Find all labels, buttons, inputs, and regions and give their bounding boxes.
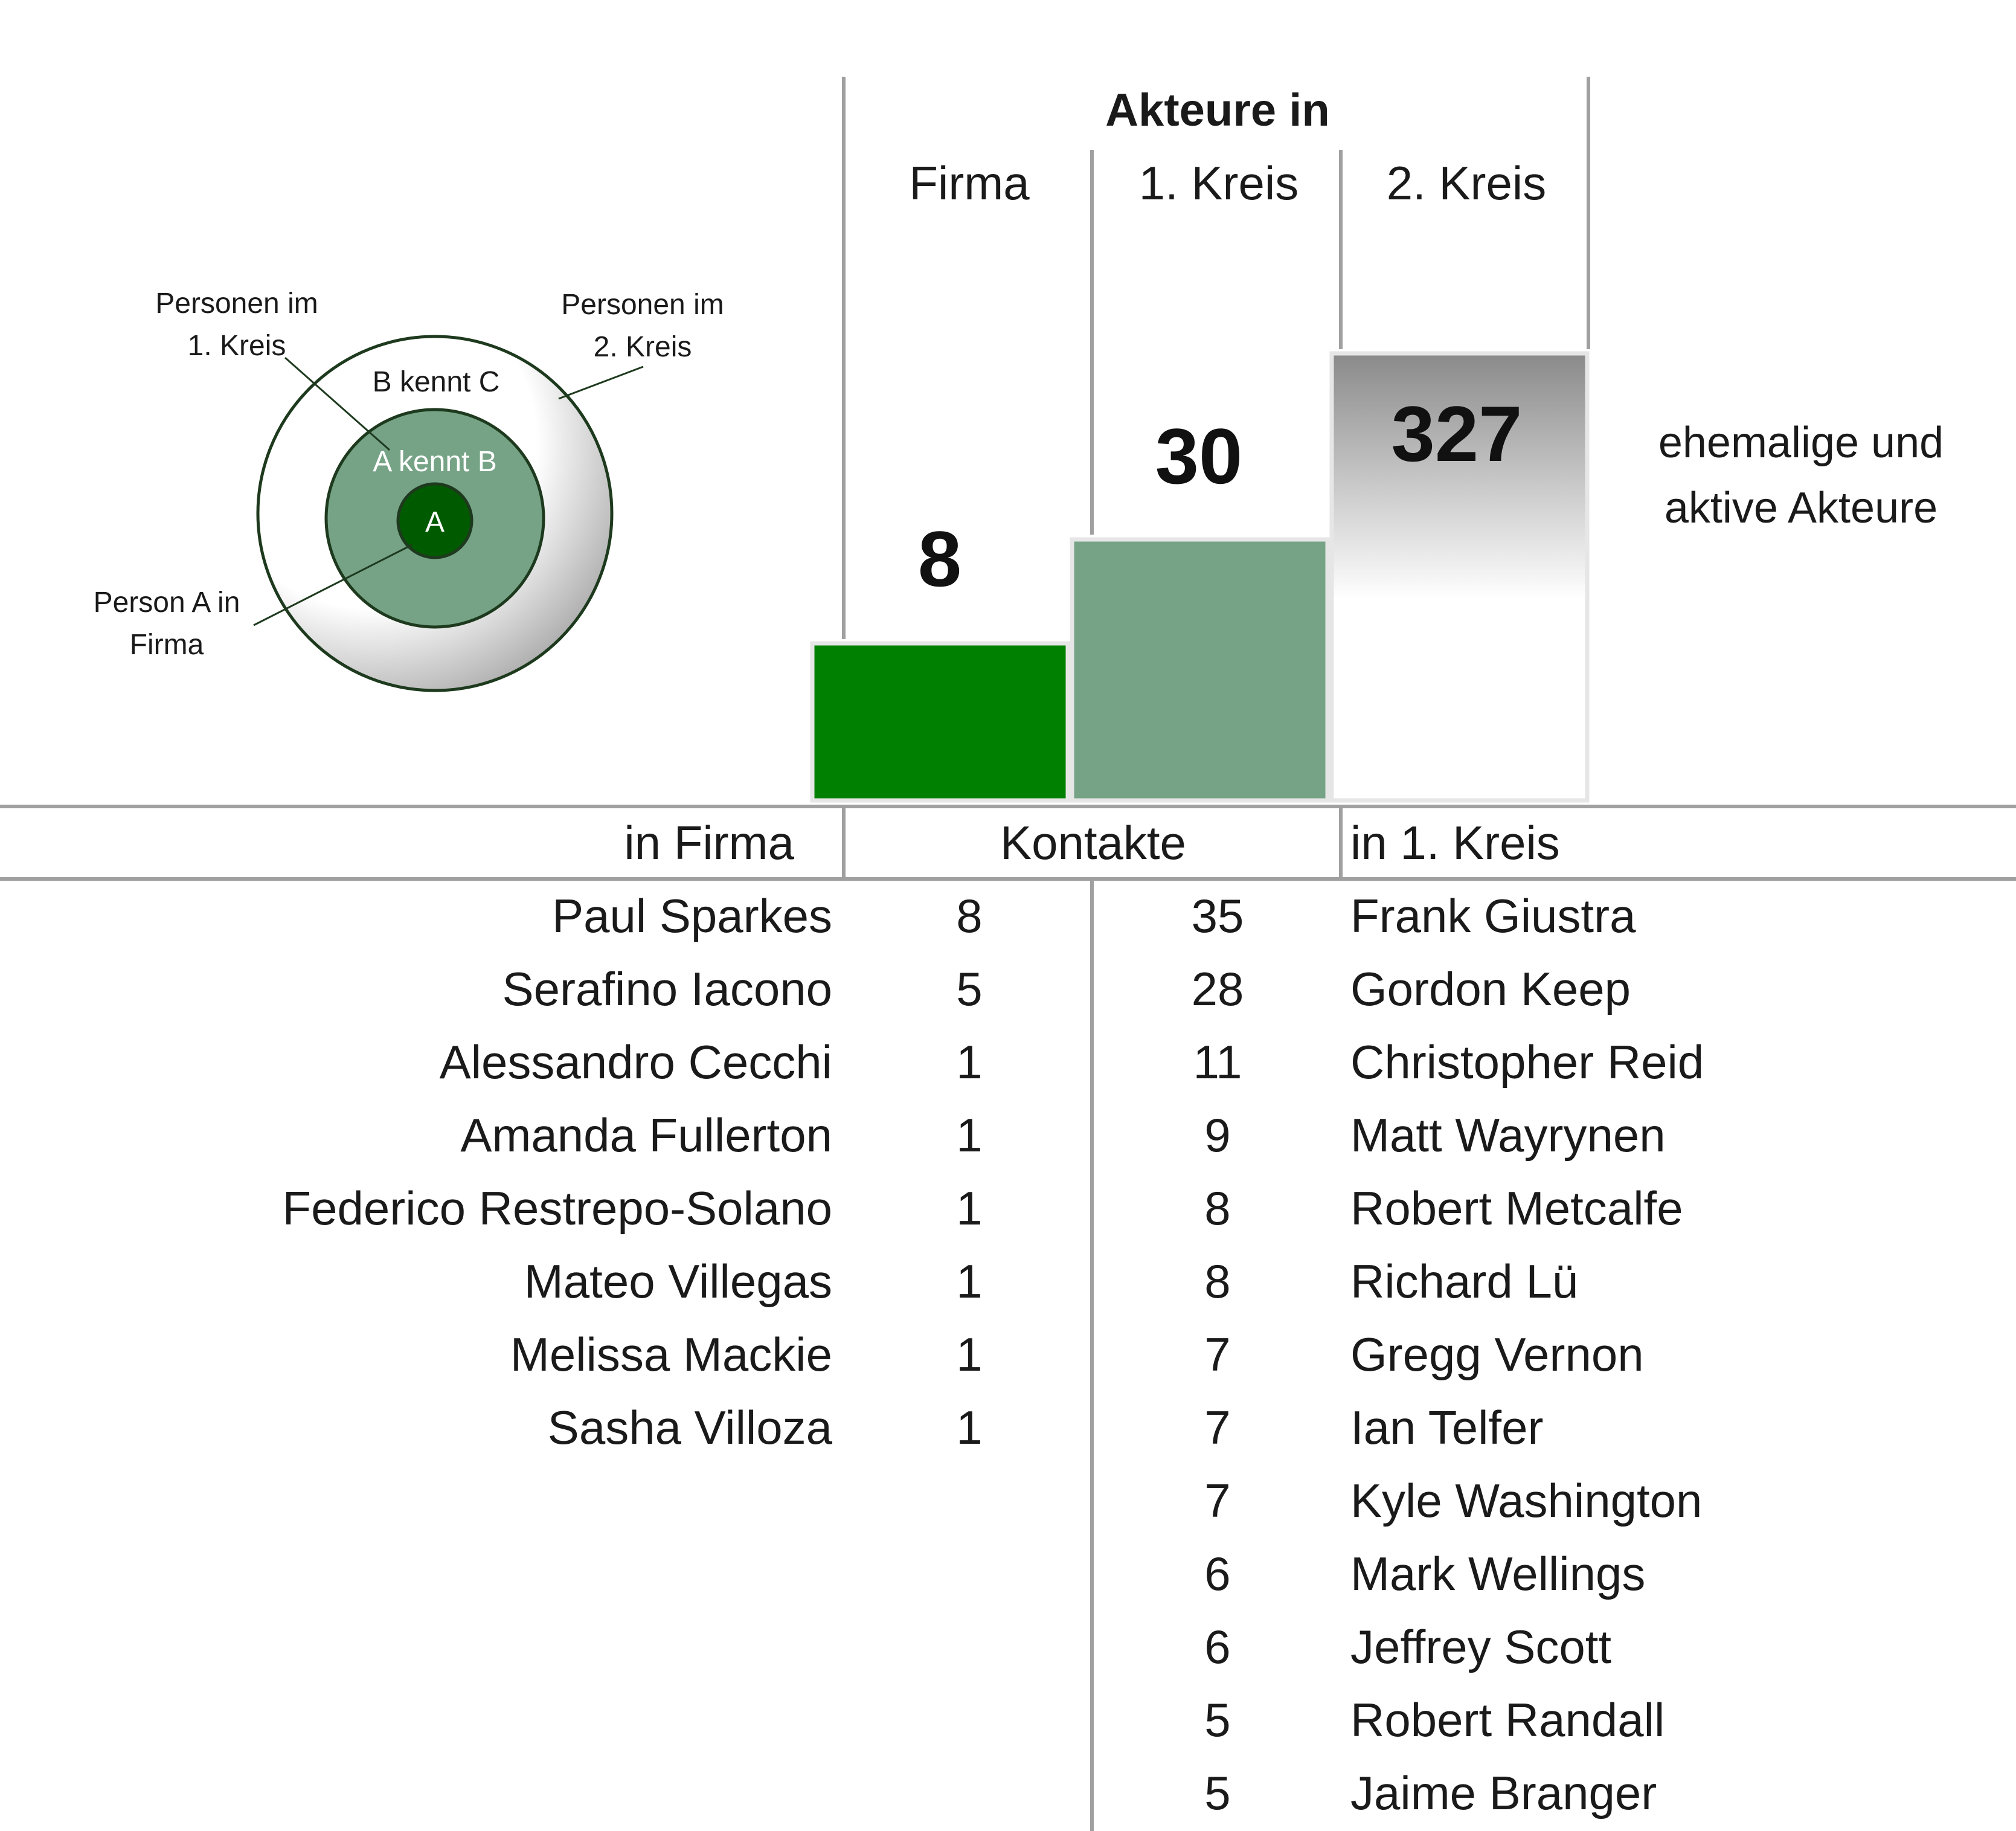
firma-contacts: 1 [956,1328,982,1381]
kreis1-contacts: 7 [1204,1328,1230,1381]
kreis1-name: Richard Lü [1350,1255,1578,1308]
callout-firma-line2: Firma [130,629,204,661]
kreis1-name: Christopher Reid [1350,1035,1704,1089]
center-circle [396,482,474,559]
value-label-kreis1: 30 [1155,412,1243,500]
bar-firma [810,641,1070,803]
contacts-table: in Firma Kontakte in 1. Kreis Paul Spark… [0,805,2016,1831]
header-in-firma: in Firma [624,816,794,869]
callout-kreis2-line2: 2. Kreis [594,331,692,363]
kreis1-name: Ian Telfer [1350,1401,1543,1454]
kreis1-name: Robert Metcalfe [1350,1182,1683,1235]
kreis1-name: Jaime Branger [1350,1766,1657,1820]
category-label-kreis1: 1. Kreis [1139,156,1299,210]
category-label-firma: Firma [909,156,1030,210]
bar-chart: Akteure in Firma 1. Kreis 2. Kreis 8 30 … [810,77,1944,803]
kreis1-contacts: 11 [1193,1035,1242,1089]
firma-name: Alessandro Cecchi [440,1035,832,1089]
firma-contacts: 8 [956,889,982,942]
callout-line-firma [253,544,413,626]
annotation-line2: aktive Akteure [1664,484,1937,532]
circle-diagram: A A kennt B B kennt C Personen im 1. Kre… [94,288,724,692]
kreis1-contacts: 5 [1204,1693,1230,1746]
kreis1-name: Jeffrey Scott [1350,1620,1611,1673]
bar-kreis1 [1070,537,1330,803]
category-label-kreis2: 2. Kreis [1387,156,1546,210]
kreis1-name: Mark Wellings [1350,1547,1645,1600]
kreis1-contacts: 28 [1192,962,1244,1015]
center-label: A [425,506,445,538]
kreis1-name: Robert Randall [1350,1693,1664,1746]
value-label-firma: 8 [918,515,961,603]
firma-name: Sasha Villoza [548,1401,833,1454]
kreis1-contacts: 6 [1204,1547,1230,1600]
kreis1-contacts: 5 [1204,1766,1230,1820]
firma-name: Federico Restrepo-Solano [283,1182,832,1235]
firma-rows: Paul Sparkes 8 Serafino Iacono 5 Alessandro … [283,889,983,1454]
header-in-kreis1: in 1. Kreis [1350,816,1560,869]
ring2-label: B kennt C [373,366,500,398]
chart-title: Akteure in [1105,85,1330,136]
kreis1-name: Frank Giustra [1350,889,1636,942]
firma-contacts: 1 [956,1401,982,1454]
kreis1-rows: 35 Frank Giustra 28 Gordon Keep 11 Christophe… [1192,889,1704,1820]
callout-firma-line1: Person A in [94,587,240,619]
kreis1-contacts: 7 [1204,1401,1230,1454]
firma-contacts: 1 [956,1182,982,1235]
kreis1-name: Gregg Vernon [1350,1328,1644,1381]
firma-name: Melissa Mackie [510,1328,832,1381]
callout-kreis1-line1: Personen im [155,288,318,320]
firma-name: Paul Sparkes [552,889,832,942]
firma-contacts: 1 [956,1109,982,1162]
firma-contacts: 5 [956,962,982,1015]
firma-contacts: 1 [956,1035,982,1089]
kreis1-contacts: 8 [1204,1255,1230,1308]
value-label-kreis2: 327 [1392,390,1523,478]
kreis1-contacts: 7 [1204,1474,1230,1527]
firma-contacts: 1 [956,1255,982,1308]
firma-name: Serafino Iacono [502,962,832,1015]
kreis1-contacts: 9 [1204,1109,1230,1162]
callout-kreis2-line1: Personen im [561,289,724,321]
ring1-label: A kennt B [373,446,496,478]
bar-kreis2 [1329,351,1590,803]
kreis1-contacts: 35 [1192,889,1244,942]
kreis1-contacts: 6 [1204,1620,1230,1673]
kreis1-name: Matt Wayrynen [1350,1109,1666,1162]
firma-name: Amanda Fullerton [460,1109,832,1162]
callout-line-kreis2 [558,365,644,400]
kreis1-contacts: 8 [1204,1182,1230,1235]
kreis1-name: Gordon Keep [1350,962,1631,1015]
kreis1-name: Kyle Washington [1350,1474,1702,1527]
firma-name: Mateo Villegas [524,1255,832,1308]
annotation-line1: ehemalige und [1658,419,1944,467]
callout-line-kreis1 [284,356,390,451]
header-kontakte: Kontakte [1000,816,1186,869]
callout-kreis1-line2: 1. Kreis [188,330,286,362]
